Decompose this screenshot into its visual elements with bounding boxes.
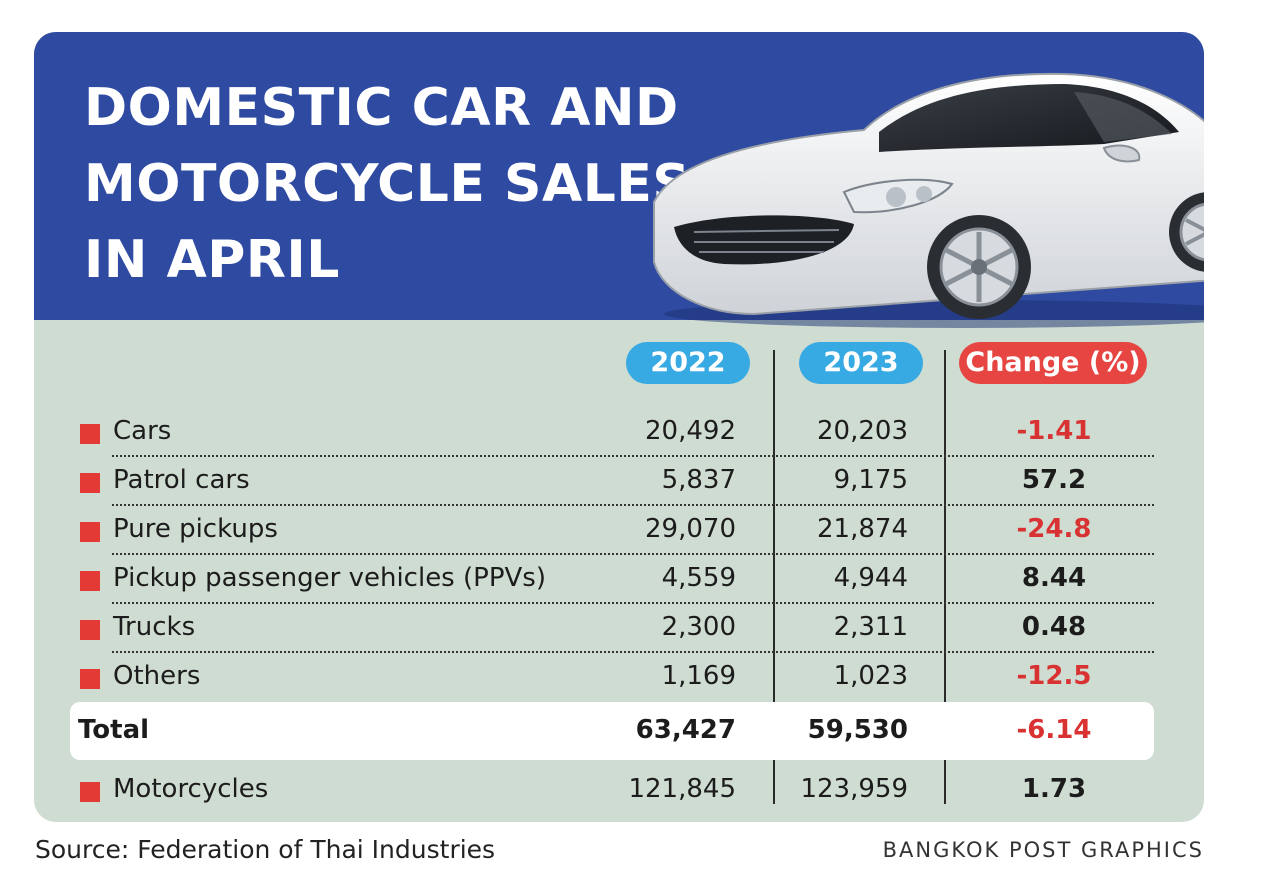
row-bullet [80,782,100,802]
table-row: Patrol cars 5,837 9,175 57.2 [34,457,1204,505]
table-row: Others 1,169 1,023 -12.5 [34,653,1204,701]
table-row: Pickup passenger vehicles (PPVs) 4,559 4… [34,555,1204,603]
row-bullet [80,522,100,542]
table-row: Trucks 2,300 2,311 0.48 [34,604,1204,652]
value-2022: 2,300 [661,612,736,642]
row-separator [112,553,1154,555]
value-change: 0.48 [1021,612,1087,642]
value-2023: 123,959 [800,774,908,804]
value-2023: 1,023 [833,661,908,691]
row-bullet [80,669,100,689]
column-divider-2 [944,350,946,804]
value-2023: 4,944 [833,563,908,593]
column-header-change: Change (%) [959,342,1147,384]
value-2023: 21,874 [817,514,908,544]
value-2022: 1,169 [661,661,736,691]
value-2022: 4,559 [661,563,736,593]
row-separator [112,455,1154,457]
title-line-2: MOTORCYCLE SALES [84,154,691,214]
title-line-3: IN APRIL [84,230,340,290]
row-bullet [80,571,100,591]
total-row: Total 63,427 59,530 -6.14 [34,707,1204,755]
value-change: -12.5 [1016,661,1092,691]
row-bullet [80,473,100,493]
total-2022: 63,427 [635,715,736,745]
header-banner: DOMESTIC CAR AND MOTORCYCLE SALES IN APR… [34,32,1204,328]
credit-line: BANGKOK POST GRAPHICS [882,838,1204,862]
row-separator [112,602,1154,604]
row-bullet [80,424,100,444]
value-change: 57.2 [1021,465,1087,495]
total-label: Total [78,715,150,745]
row-label: Pickup passenger vehicles (PPVs) [113,563,546,593]
row-label: Cars [113,416,172,446]
row-label: Pure pickups [113,514,278,544]
table-row: Cars 20,492 20,203 -1.41 [34,408,1204,456]
value-change: -1.41 [1016,416,1092,446]
table-row-motorcycles: Motorcycles 121,845 123,959 1.73 [34,766,1204,814]
column-header-2023: 2023 [799,342,923,384]
total-change: -6.14 [1016,715,1092,745]
table-row: Pure pickups 29,070 21,874 -24.8 [34,506,1204,554]
row-separator [112,651,1154,653]
value-2022: 29,070 [645,514,736,544]
row-label: Patrol cars [113,465,250,495]
total-2023: 59,530 [807,715,908,745]
title-line-1: DOMESTIC CAR AND [84,78,679,138]
value-change: 8.44 [1021,563,1087,593]
row-label: Others [113,661,201,691]
chart-title: DOMESTIC CAR AND MOTORCYCLE SALES IN APR… [84,70,690,298]
sports-car-illustration [653,72,1204,328]
row-bullet [80,620,100,640]
row-label: Trucks [113,612,196,642]
value-2023: 20,203 [817,416,908,446]
column-divider-1 [773,350,775,804]
row-separator [112,504,1154,506]
value-2022: 121,845 [628,774,736,804]
value-2022: 5,837 [661,465,736,495]
value-change: -24.8 [1016,514,1092,544]
row-label: Motorcycles [113,774,269,804]
total-row-background [70,702,1154,760]
value-2022: 20,492 [645,416,736,446]
column-header-2022: 2022 [626,342,750,384]
value-2023: 9,175 [833,465,908,495]
value-2023: 2,311 [833,612,908,642]
value-change: 1.73 [1021,774,1087,804]
infographic-card: DOMESTIC CAR AND MOTORCYCLE SALES IN APR… [34,32,1204,822]
source-note: Source: Federation of Thai Industries [35,835,496,864]
